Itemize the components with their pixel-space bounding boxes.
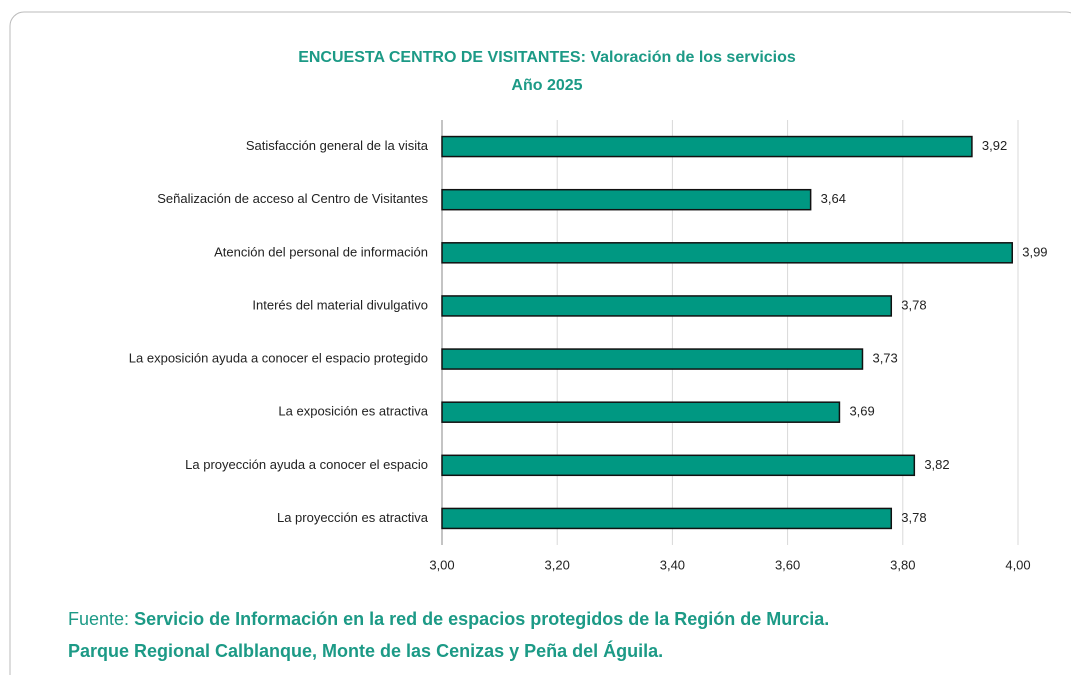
y-tick-label: La exposición ayuda a conocer el espacio… xyxy=(129,351,428,366)
source-label: Fuente: xyxy=(68,609,129,629)
data-label: 3,82 xyxy=(924,457,949,472)
x-tick-label: 4,00 xyxy=(1005,557,1030,572)
bar xyxy=(441,135,973,158)
data-label: 3,78 xyxy=(901,297,926,312)
source-line: Servicio de Información en la red de esp… xyxy=(134,609,829,629)
y-tick-label: La proyección es atractiva xyxy=(277,510,429,525)
y-tick-label: La proyección ayuda a conocer el espacio xyxy=(185,457,428,472)
source-line: Parque Regional Calblanque, Monte de las… xyxy=(68,640,663,661)
data-label: 3,69 xyxy=(849,404,874,419)
y-tick-label: Interés del material divulgativo xyxy=(252,297,428,312)
chart-subtitle: Año 2025 xyxy=(511,77,582,94)
x-tick-label: 3,60 xyxy=(775,557,800,572)
chart-title: ENCUESTA CENTRO DE VISITANTES: Valoració… xyxy=(298,49,796,66)
x-tick-label: 3,20 xyxy=(545,557,570,572)
bar xyxy=(441,242,1013,264)
x-tick-label: 3,00 xyxy=(429,557,454,572)
data-label: 3,64 xyxy=(821,191,846,206)
bar xyxy=(441,348,864,370)
bar xyxy=(441,507,893,530)
data-label: 3,99 xyxy=(1022,244,1047,259)
y-tick-label: La exposición es atractiva xyxy=(278,404,428,419)
bar xyxy=(441,188,812,211)
y-tick-label: Satisfacción general de la visita xyxy=(246,138,429,153)
source: Fuente: Servicio de Información en la re… xyxy=(68,609,829,629)
data-label: 3,73 xyxy=(872,351,897,366)
y-tick-label: Atención del personal de información xyxy=(214,244,428,259)
data-label: 3,92 xyxy=(982,138,1007,153)
bar xyxy=(441,401,841,423)
bar xyxy=(441,295,893,317)
data-label: 3,78 xyxy=(901,510,926,525)
frame xyxy=(9,11,1071,675)
x-tick-label: 3,80 xyxy=(890,557,915,572)
bar xyxy=(441,454,916,477)
x-tick-label: 3,40 xyxy=(660,557,685,572)
y-tick-label: Señalización de acceso al Centro de Visi… xyxy=(157,191,428,206)
